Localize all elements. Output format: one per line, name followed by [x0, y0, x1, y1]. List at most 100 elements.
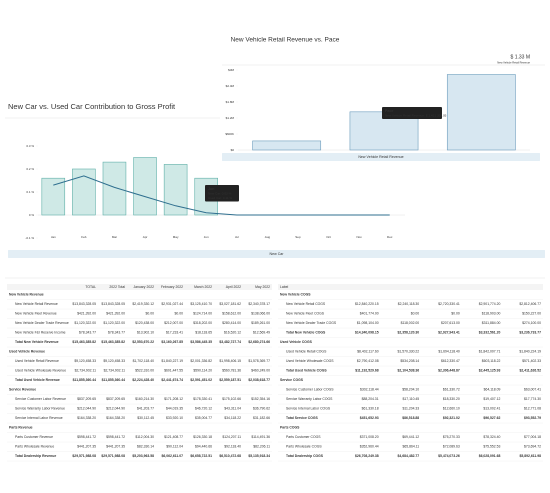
table-cell: $160,214.30 — [135, 397, 154, 401]
y-tick-label: 0.3 % — [26, 144, 34, 148]
table-cell: $90,112.04 — [166, 445, 183, 449]
table-cell: $2,927,943.41 — [438, 331, 460, 335]
chart-title: New Vehicle Retail Revenue vs. Pace — [231, 37, 340, 44]
table-cell: $75,270.33 — [443, 435, 460, 439]
bar — [41, 177, 66, 216]
x-tick-label: Sep — [295, 235, 301, 239]
x-tick-label: Jan — [51, 235, 56, 239]
header-cell: January 2022 — [133, 285, 154, 289]
table-cell: $65,864.11 — [402, 445, 419, 449]
table-cell: $19,407.12 — [483, 397, 500, 401]
table-cell: $5,892,611.98 — [520, 454, 542, 458]
legend-button[interactable] — [8, 250, 545, 258]
table-cell: Used Vehicle Revenue — [9, 350, 45, 354]
y-tick-label: -0.1 % — [25, 236, 34, 240]
table-cell: New Vehicle Revenue — [9, 293, 44, 297]
table-cell: $189,261.00 — [251, 321, 270, 325]
table-cell: $2,411,626.52 — [520, 369, 542, 373]
table-cell: Service Internal Labor COGS — [286, 407, 331, 411]
table-cell: $33,920.10 — [166, 416, 183, 420]
table-cell: $371,008.20 — [360, 435, 379, 439]
table-cell: $2,306,448.87 — [438, 369, 460, 373]
table-cell: $158,612.00 — [222, 312, 241, 316]
y-tick-label: 0.2 % — [26, 167, 34, 171]
table-cell: New Vehicle F&I Reserve Income — [15, 331, 66, 335]
table-cell: $118,903.00 — [482, 312, 501, 316]
table-cell: $421,392.00 — [77, 312, 96, 316]
table-cell: $451,652.93 — [360, 416, 379, 420]
table-cell: $302,118.44 — [360, 388, 379, 392]
table-cell: $9,120,458.33 — [74, 359, 96, 363]
table-cell: Parts COGS — [280, 426, 300, 430]
table-cell: $3,482,727.74 — [219, 340, 241, 344]
table-cell: $1,578,369.77 — [248, 359, 270, 363]
table-cell: $61,330.72 — [443, 388, 460, 392]
table-cell: Parts Wholesale COGS — [286, 445, 322, 449]
table-cell: $12,771.08 — [524, 407, 541, 411]
table-cell: Service Internal Labor Revenue — [15, 416, 63, 420]
table-cell: Used Vehicle COGS — [280, 340, 313, 344]
table-cell: $571,402.33 — [522, 359, 541, 363]
header-cell: March 2022 — [194, 285, 212, 289]
x-tick-label: Nov — [356, 235, 362, 239]
table-cell: $2,038,618.77 — [248, 378, 270, 382]
table-cell: $401,774.00 — [360, 312, 379, 316]
x-tick-label: Jul — [235, 235, 239, 239]
table-header — [278, 284, 543, 290]
x-tick-label: Feb — [81, 235, 87, 239]
table-cell: $212,044.90 — [106, 407, 125, 411]
legend-button[interactable] — [222, 153, 540, 161]
table-cell: $26,708,249.38 — [355, 454, 379, 458]
table-cell: $3,160,267.85 — [161, 340, 183, 344]
x-tick-label: Dec — [387, 235, 393, 239]
x-tick-label: Apr — [143, 235, 148, 239]
table-cell: $0.00 — [175, 312, 184, 316]
table-cell: $3,332,561.20 — [479, 331, 501, 335]
tooltip-text: New Vehicle Retail Revenue: $ 1,431,358.… — [385, 113, 447, 117]
table-cell: Total Service COGS — [286, 416, 319, 420]
bar — [133, 157, 157, 216]
table-cell: $0.00 — [146, 312, 155, 316]
table-cell: $35,004.77 — [195, 416, 212, 420]
table-cell: $1,998,406.15 — [219, 359, 241, 363]
table-cell: $17,110.45 — [402, 397, 419, 401]
header-cell: Label — [280, 285, 289, 289]
x-tick-label: Aug — [265, 235, 271, 239]
table-cell: $13,843,328.05 — [101, 302, 125, 306]
table-cell: $92,118.40 — [224, 445, 241, 449]
table-cell: $311,884.00 — [482, 321, 501, 325]
table-cell: New Vehicle Fleet COGS — [286, 312, 325, 316]
table-cell: $86,518.88 — [402, 416, 419, 420]
tooltip-text: Pace — [385, 109, 393, 113]
table-cell: $164,338.20 — [106, 416, 125, 420]
chart-title: New Car vs. Used Car Contribution to Gro… — [8, 102, 176, 111]
table-cell: $2,720,330.41 — [438, 302, 460, 306]
x-tick-label: May — [173, 235, 179, 239]
table-cell: $120,438.00 — [135, 321, 154, 325]
tooltip — [205, 185, 239, 202]
table-cell: $69,441.12 — [402, 435, 419, 439]
table-cell: $82,330.14 — [137, 445, 154, 449]
table-cell: Total New Vehicle COGS — [286, 331, 326, 335]
table-cell: $280,414.00 — [222, 321, 241, 325]
table-cell: $603,118.22 — [482, 359, 501, 363]
table-cell: $1,842,007.71 — [479, 350, 501, 354]
table-cell: $6,510,472.68 — [219, 454, 241, 458]
table-cell: $2,591,451.02 — [190, 378, 212, 382]
table-cell: $1,840,227.19 — [161, 359, 183, 363]
table-cell: $207,613.00 — [441, 321, 460, 325]
table-cell: New Vehicle COGS — [280, 293, 311, 297]
header-cell: April 2022 — [226, 285, 241, 289]
table-cell: $5,474,073.26 — [438, 454, 460, 458]
table-cell: $44,019.35 — [166, 407, 183, 411]
table-cell: $36,790.62 — [253, 407, 270, 411]
table-cell: $64,118.09 — [484, 388, 501, 392]
kpi-value: $ 1.33 M — [511, 54, 530, 60]
table-cell: $114,491.36 — [251, 435, 270, 439]
table-cell: $2,441,674.74 — [161, 378, 183, 382]
table-cell: $6,028,091.68 — [479, 454, 501, 458]
bar — [72, 168, 96, 216]
table-cell: Total Dealership Revenue — [15, 454, 56, 458]
table-cell: $11,855,360.44 — [73, 378, 96, 382]
